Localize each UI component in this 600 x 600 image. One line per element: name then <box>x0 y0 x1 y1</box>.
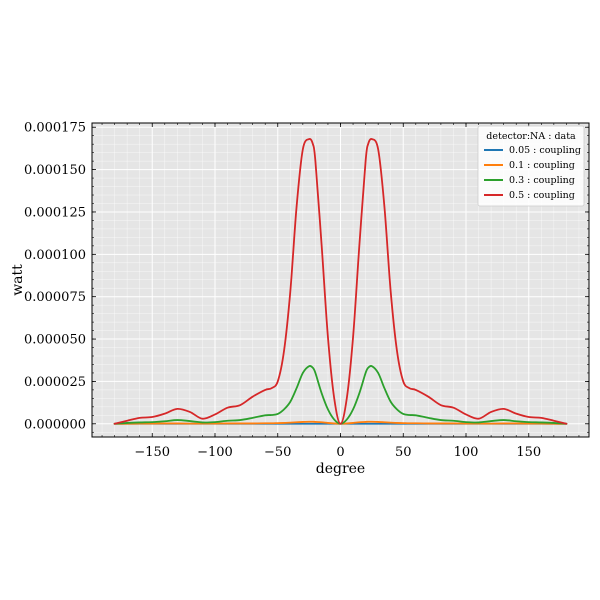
x-tick-label: 100 <box>454 445 479 460</box>
y-tick-label: 0.000000 <box>24 417 86 432</box>
major-grid <box>92 123 589 437</box>
legend-label-2: 0.1 : coupling <box>509 160 575 171</box>
y-tick-label: 0.000150 <box>24 163 86 178</box>
x-tick-label: −150 <box>134 445 170 460</box>
legend-label-4: 0.5 : coupling <box>509 190 575 201</box>
y-tick-label: 0.000075 <box>24 290 86 305</box>
x-tick-label: 150 <box>516 445 541 460</box>
legend: detector:NA : data 0.05 : coupling 0.1 : … <box>477 125 585 207</box>
legend-box <box>477 125 585 207</box>
x-axis-label: degree <box>316 461 365 477</box>
y-tick-label: 0.000100 <box>24 248 86 263</box>
y-tick-label: 0.000125 <box>24 205 86 220</box>
series-layer <box>113 138 568 425</box>
legend-items: 0.05 : coupling 0.1 : coupling 0.3 : coupl… <box>484 145 581 201</box>
y-tick-label: 0.000025 <box>24 375 86 390</box>
legend-label-1: 0.05 : coupling <box>509 145 581 156</box>
x-tick-label: 0 <box>336 445 344 460</box>
x-tick-label: −100 <box>197 445 233 460</box>
y-axis-label: watt <box>10 264 26 296</box>
y-axis: 0.000000 0.000025 0.000050 0.000075 0.000100… <box>24 121 589 433</box>
series-line-4 <box>113 138 568 425</box>
legend-label-3: 0.3 : coupling <box>509 175 575 186</box>
y-tick-label: 0.000175 <box>24 121 86 136</box>
x-tick-label: 50 <box>395 445 412 460</box>
x-axis: −150 −100 −50 0 50 100 150 <box>101 123 580 460</box>
x-tick-label: −50 <box>264 445 291 460</box>
y-tick-label: 0.000050 <box>24 333 86 348</box>
legend-title: detector:NA : data <box>486 131 576 142</box>
